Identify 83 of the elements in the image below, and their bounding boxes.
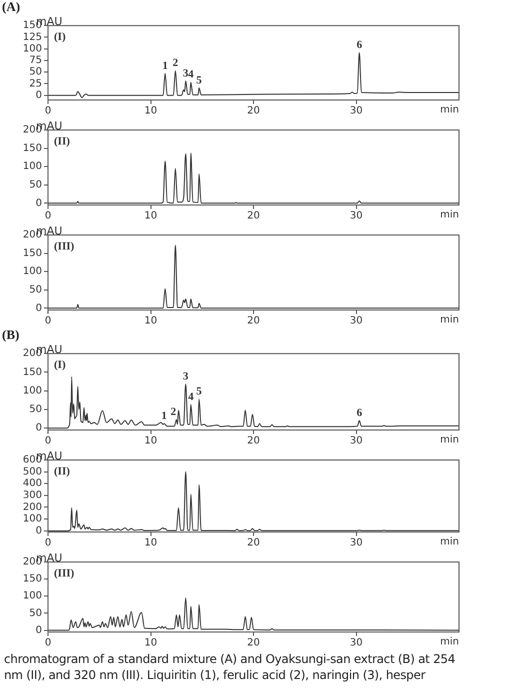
annotation: 1	[161, 410, 167, 422]
y-tick-label: 150	[22, 248, 42, 259]
y-tick-label: 100	[22, 385, 42, 396]
text: chromatogram of a standard mixture (A) and Oyaksungi-san extract (B) at 254	[4, 652, 456, 666]
x-tick-label: 0	[44, 436, 52, 447]
y-tick-label: 100	[22, 590, 42, 602]
x-tick-label: 30	[350, 538, 363, 549]
y-tick-label: 25	[29, 78, 42, 90]
x-tick-label: 10	[144, 538, 158, 549]
y-tick-label: 100	[22, 266, 42, 278]
annotation: 5	[196, 385, 202, 398]
y-tick-label: 50	[29, 179, 42, 190]
annotation: 4	[188, 68, 194, 81]
y-tick-label: 100	[22, 161, 42, 172]
x-axis-title: min	[440, 636, 459, 648]
x-tick-label: 10	[144, 210, 158, 222]
x-tick-label: 30	[350, 638, 363, 649]
y-tick-label: 50	[29, 608, 42, 619]
annotation: (III)	[54, 240, 75, 252]
x-axis-title: min	[440, 104, 459, 116]
y-tick-label: 50	[29, 404, 42, 416]
x-tick-label: 10	[144, 106, 158, 117]
y-tick-label: 100	[22, 43, 42, 54]
x-axis-title: min	[440, 434, 459, 446]
y-tick-label: 0	[36, 525, 42, 536]
annotation: (I)	[54, 358, 66, 371]
x-tick-label: 0	[44, 106, 52, 117]
y-tick-label: 50	[29, 284, 42, 296]
y-tick-label: 75	[29, 55, 42, 66]
annotation: 3	[182, 67, 189, 80]
annotation: (III)	[54, 567, 75, 580]
chart-title: (B)	[2, 327, 20, 342]
y-tick-label: 125	[22, 32, 42, 43]
x-tick-label: 20	[247, 638, 260, 649]
annotation: (II)	[54, 135, 70, 148]
text: nm (II), and 320 nm (III). Liquiritin (1), ferulic acid (2), naringin (3), hesper	[4, 668, 426, 682]
annotation: 4	[188, 391, 194, 403]
annotation: 2	[170, 406, 177, 418]
line-series	[48, 152, 459, 204]
x-tick-label: 0	[44, 538, 52, 549]
y-tick-label: 100	[22, 514, 42, 525]
x-tick-label: 0	[44, 316, 52, 327]
annotation: (II)	[54, 465, 70, 478]
y-tick-label: 0	[36, 624, 42, 636]
y-tick-label: 150	[22, 574, 42, 585]
y-tick-label: 200	[22, 502, 42, 513]
y-tick-label: 300	[22, 490, 42, 502]
x-axis-title: min	[440, 210, 459, 221]
x-tick-label: 0	[44, 210, 52, 222]
x-axis-title: min	[440, 314, 459, 326]
y-tick-label: 0	[36, 422, 42, 434]
x-tick-label: 0	[44, 638, 52, 649]
x-tick-label: 30	[350, 106, 363, 117]
line-series	[48, 597, 459, 631]
x-tick-label: 20	[247, 538, 260, 549]
x-tick-label: 20	[247, 436, 260, 447]
x-tick-label: 10	[144, 436, 158, 447]
y-tick-label: 400	[22, 478, 42, 490]
annotation: 3	[182, 370, 189, 383]
annotation: 1	[162, 60, 168, 72]
annotation: (I)	[54, 30, 66, 43]
y-tick-label: 500	[22, 466, 42, 478]
x-axis-title: min	[440, 536, 459, 548]
x-tick-label: 30	[350, 210, 363, 222]
line-series	[48, 52, 459, 98]
x-tick-label: 20	[247, 210, 260, 222]
x-tick-label: 10	[144, 316, 158, 327]
chart-title: (A)	[2, 0, 20, 14]
annotation: 6	[356, 407, 363, 420]
y-tick-label: 0	[36, 198, 42, 209]
x-tick-label: 20	[247, 316, 260, 327]
y-tick-label: 0	[36, 90, 42, 101]
annotation: 2	[172, 57, 179, 70]
annotation: 6	[356, 38, 363, 51]
annotation: 5	[196, 74, 202, 86]
x-tick-label: 20	[247, 106, 260, 117]
x-tick-label: 30	[350, 316, 363, 327]
x-tick-label: 30	[350, 436, 363, 447]
y-tick-label: 150	[22, 142, 42, 154]
y-tick-label: 0	[36, 302, 42, 314]
y-tick-label: 50	[29, 66, 42, 78]
y-tick-label: 150	[22, 366, 42, 378]
x-tick-label: 10	[144, 638, 158, 649]
